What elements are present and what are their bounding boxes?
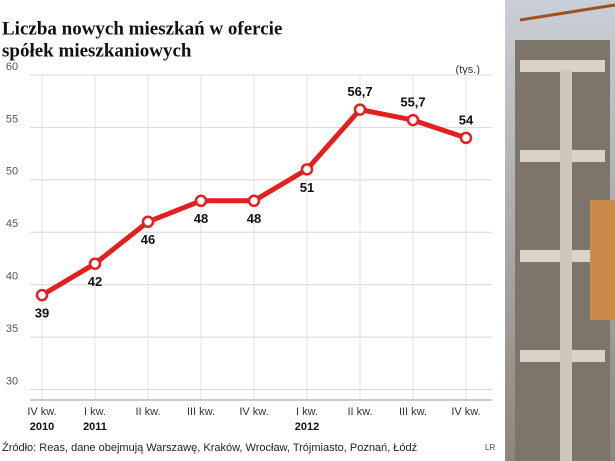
data-point <box>406 113 420 127</box>
data-label: 39 <box>35 306 49 321</box>
credit: LR <box>485 443 495 452</box>
y-tick-label: 45 <box>6 218 18 230</box>
chart-title: Liczba nowych mieszkań w ofercie <box>2 18 282 39</box>
photo <box>505 0 615 461</box>
x-tick-label: IV kw. <box>239 406 268 418</box>
x-tick-label: I kw. <box>296 406 318 418</box>
data-point <box>35 288 49 302</box>
data-point <box>194 194 208 208</box>
data-label: 55,7 <box>400 95 425 110</box>
data-label: 48 <box>194 211 208 226</box>
data-label: 54 <box>459 112 474 127</box>
x-tick-year: 2011 <box>83 421 107 433</box>
data-point <box>88 257 102 270</box>
y-tick-label: 50 <box>6 166 18 178</box>
x-tick-label: I kw. <box>84 406 106 418</box>
unit-label: (tys.) <box>456 64 480 76</box>
y-tick-label: 60 <box>6 61 18 73</box>
y-tick-label: 40 <box>6 271 18 283</box>
data-point <box>300 163 314 176</box>
y-tick-label: 35 <box>6 323 18 335</box>
x-tick-year: 2012 <box>295 421 319 433</box>
data-label: 51 <box>300 180 314 195</box>
y-tick-label: 30 <box>6 375 18 387</box>
chart-title: spółek mieszkaniowych <box>2 40 192 61</box>
x-tick-label: III kw. <box>187 406 215 418</box>
data-label: 42 <box>88 274 102 289</box>
data-point <box>353 103 367 116</box>
data-label: 48 <box>247 211 261 226</box>
y-tick-label: 55 <box>6 113 18 125</box>
source: Źródło: Reas, dane obejmują Warszawę, Kr… <box>2 441 417 454</box>
data-point <box>141 215 155 229</box>
x-tick-label: IV kw. <box>451 406 480 418</box>
data-label: 56,7 <box>347 84 372 99</box>
x-tick-year: 2010 <box>30 421 54 433</box>
x-tick-label: III kw. <box>399 406 427 418</box>
x-tick-label: II kw. <box>135 406 160 418</box>
x-tick-label: IV kw. <box>27 406 56 418</box>
x-tick-label: II kw. <box>347 406 372 418</box>
data-point <box>247 194 261 208</box>
data-point <box>459 131 473 145</box>
data-label: 46 <box>141 232 155 247</box>
